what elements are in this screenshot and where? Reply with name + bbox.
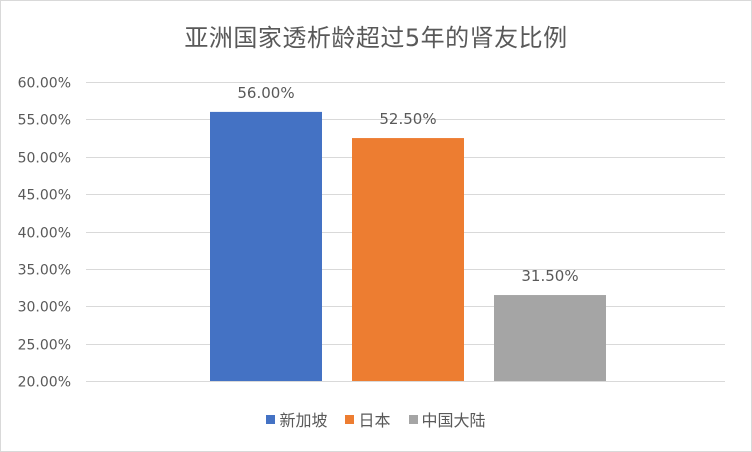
legend-item: 日本 (345, 407, 391, 431)
data-label: 52.50% (379, 110, 436, 128)
chart-title: 亚洲国家透析龄超过5年的肾友比例 (184, 24, 568, 52)
y-tick-label: 45.00% (18, 188, 71, 204)
y-tick-label: 35.00% (18, 263, 71, 279)
bar-3 (494, 295, 606, 381)
y-tick-label: 25.00% (18, 338, 71, 354)
legend-label: 新加坡 (279, 411, 328, 430)
y-tick-label: 40.00% (18, 226, 71, 242)
y-tick-label: 55.00% (18, 113, 71, 129)
data-labels: 56.00% 52.50% 31.50% (237, 84, 578, 285)
data-label: 56.00% (237, 84, 294, 102)
bars (210, 111, 606, 382)
bar-2 (352, 138, 464, 381)
legend-label: 中国大陆 (421, 411, 486, 430)
legend-item: 新加坡 (266, 407, 327, 431)
y-tick-label: 30.00% (18, 300, 71, 316)
data-label: 31.50% (521, 267, 578, 285)
legend-swatch (266, 414, 276, 424)
legend-swatch (345, 414, 355, 424)
bar-1 (210, 111, 322, 382)
y-axis-ticks: 60.00% 55.00% 50.00% 45.00% 40.00% 35.00% 30.0… (18, 76, 71, 391)
legend-item: 中国大陆 (408, 407, 486, 431)
y-tick-label: 20.00% (18, 375, 71, 391)
y-tick-label: 50.00% (18, 151, 71, 167)
legend-label: 日本 (358, 411, 391, 430)
y-tick-label: 60.00% (18, 76, 71, 92)
legend-swatch (408, 414, 418, 424)
legend: 新加坡 日本 中国大陆 (0, 407, 752, 431)
